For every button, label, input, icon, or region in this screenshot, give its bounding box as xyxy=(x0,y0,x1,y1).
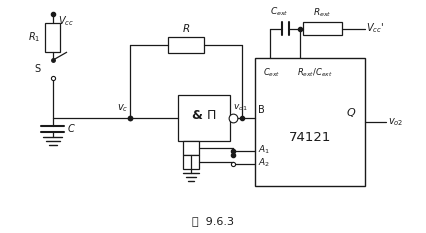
Text: Q: Q xyxy=(347,108,355,118)
Bar xyxy=(183,155,199,169)
Text: $R_{ext}/C_{ext}$: $R_{ext}/C_{ext}$ xyxy=(297,66,332,79)
Bar xyxy=(255,58,365,186)
Text: C: C xyxy=(67,124,74,134)
Text: $v_{o1}$: $v_{o1}$ xyxy=(233,103,247,113)
Text: $A_1$: $A_1$ xyxy=(258,144,270,156)
Text: $v_{o2}$: $v_{o2}$ xyxy=(389,116,404,128)
Bar xyxy=(45,23,60,52)
Bar xyxy=(183,141,199,155)
Text: & $\Pi$: & $\Pi$ xyxy=(191,109,217,121)
Text: $R_{ext}$: $R_{ext}$ xyxy=(313,6,331,19)
Text: 74121: 74121 xyxy=(288,131,331,144)
Text: $R_1$: $R_1$ xyxy=(28,31,40,44)
Text: $v_c$: $v_c$ xyxy=(117,102,128,114)
Text: 图  9.6.3: 图 9.6.3 xyxy=(192,216,234,226)
Text: $C_{ext}$: $C_{ext}$ xyxy=(270,5,288,18)
Text: $V_{cc}$': $V_{cc}$' xyxy=(366,22,385,35)
Bar xyxy=(168,38,204,53)
Bar xyxy=(178,95,230,141)
Text: S: S xyxy=(35,64,40,74)
Text: B: B xyxy=(258,105,265,115)
Text: R: R xyxy=(182,24,190,34)
Text: $A_2$: $A_2$ xyxy=(258,157,270,169)
Text: $V_{cc}$: $V_{cc}$ xyxy=(58,15,74,28)
Text: $C_{ext}$: $C_{ext}$ xyxy=(263,66,280,79)
Bar xyxy=(303,22,342,35)
